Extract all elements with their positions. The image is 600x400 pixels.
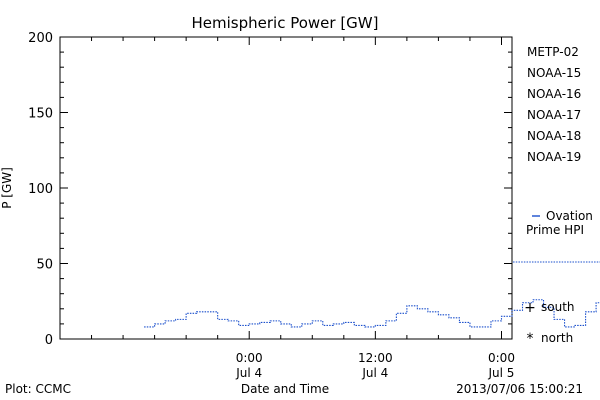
ovation-line bbox=[144, 261, 600, 328]
legend-north-label: north bbox=[541, 331, 573, 345]
legend-satellites: METP-02 NOAA-15 NOAA-16 NOAA-17 NOAA-18 NOAA-… bbox=[527, 45, 581, 164]
legend-south-label: south bbox=[541, 300, 575, 314]
x-tick-time-label: 0:00 bbox=[488, 351, 515, 365]
y-tick-label: 100 bbox=[28, 182, 53, 197]
chart-title: Hemispheric Power [GW] bbox=[192, 14, 379, 32]
legend-ovation-label-1: Ovation bbox=[546, 209, 593, 223]
plot-frame bbox=[59, 36, 513, 340]
x-tick-date-label: Jul 4 bbox=[361, 366, 388, 380]
y-tick-label: 150 bbox=[28, 107, 53, 122]
y-tick-label: 0 bbox=[45, 333, 53, 348]
legend-satellite-label: NOAA-18 bbox=[527, 129, 581, 143]
x-tick-time-label: 12:00 bbox=[358, 351, 393, 365]
legend-satellite-label: NOAA-17 bbox=[527, 108, 581, 122]
plot-credit: Plot: CCMC bbox=[5, 382, 71, 396]
legend: METP-02 NOAA-15 NOAA-16 NOAA-17 NOAA-18 NOAA-… bbox=[524, 45, 593, 347]
x-tick-date-label: Jul 5 bbox=[488, 366, 515, 380]
timestamp: 2013/07/06 15:00:21 bbox=[456, 382, 583, 396]
legend-satellite-label: NOAA-16 bbox=[527, 87, 581, 101]
y-axis-label: P [GW] bbox=[0, 167, 14, 209]
y-axis: 0 50 100 150 200 bbox=[28, 31, 512, 348]
x-tick-time-label: 0:00 bbox=[236, 351, 263, 365]
y-tick-label: 50 bbox=[36, 258, 53, 273]
x-axis-label: Date and Time bbox=[241, 382, 329, 396]
legend-satellite-label: NOAA-19 bbox=[527, 150, 581, 164]
ovation-series bbox=[144, 261, 600, 328]
legend-south-symbol: + bbox=[524, 300, 536, 316]
legend-ovation-label-2: Prime HPI bbox=[526, 223, 584, 237]
legend-north-symbol: * bbox=[527, 331, 534, 347]
y-tick-label: 200 bbox=[28, 31, 53, 46]
x-tick-date-label: Jul 4 bbox=[235, 366, 262, 380]
legend-satellite-label: METP-02 bbox=[527, 45, 579, 59]
legend-satellite-label: NOAA-15 bbox=[527, 66, 581, 80]
